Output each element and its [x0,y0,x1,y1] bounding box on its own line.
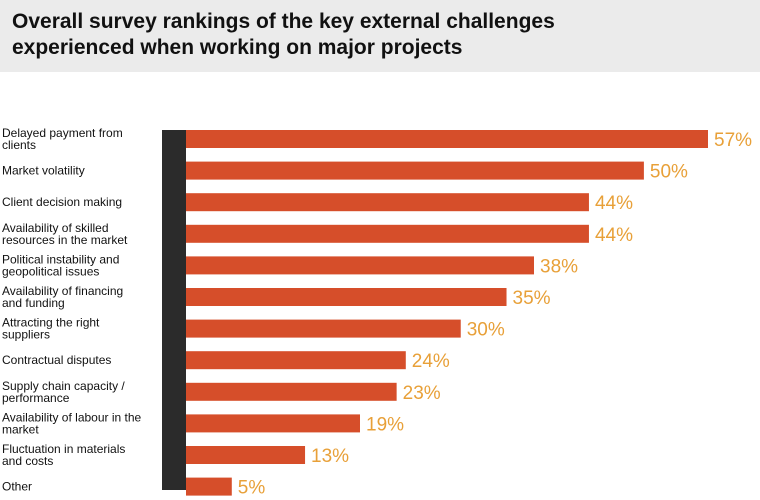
category-label: Client decision making [2,195,122,209]
axis-bar [162,130,186,490]
value-label: 30% [467,320,505,341]
value-label: 24% [412,351,450,372]
category-label: Availability of labour in the market [2,410,142,436]
bar [186,193,589,212]
chart-title-line-1: Overall survey rankings of the key exter… [12,10,555,33]
category-label: Attracting the right suppliers [2,316,100,342]
bar [186,414,360,433]
value-label: 38% [540,256,578,277]
bar [186,382,397,401]
bar [186,161,644,180]
category-label: Other [2,480,32,494]
value-label: 57% [714,130,752,151]
value-label: 35% [513,288,551,309]
category-label: Delayed payment from clients [2,126,123,152]
value-label: 50% [650,162,688,183]
value-label: 23% [403,383,441,404]
bar [186,477,232,496]
value-label: 13% [311,446,349,467]
category-label: Market volatility [2,164,85,178]
bar [186,256,534,275]
title-band: Overall survey rankings of the key exter… [0,0,760,72]
bar [186,446,306,464]
category-label: Political instability and geopolitical is… [2,252,119,278]
value-label: 19% [366,414,404,435]
value-label: 44% [595,225,633,246]
value-label: 5% [238,478,266,499]
category-label: Availability of skilled resources in the … [2,221,128,247]
bar [186,224,589,243]
bar [186,130,708,148]
category-label: Contractual disputes [2,353,111,367]
category-label: Supply chain capacity / performance [2,379,125,405]
category-label: Fluctuation in materials and costs [2,442,125,468]
bar [186,319,461,338]
bar [186,288,507,306]
value-label: 44% [595,193,633,214]
chart-title-line-2: experienced when working on major projec… [12,36,463,59]
bar [186,351,406,370]
category-label: Availability of financing and funding [2,284,123,310]
